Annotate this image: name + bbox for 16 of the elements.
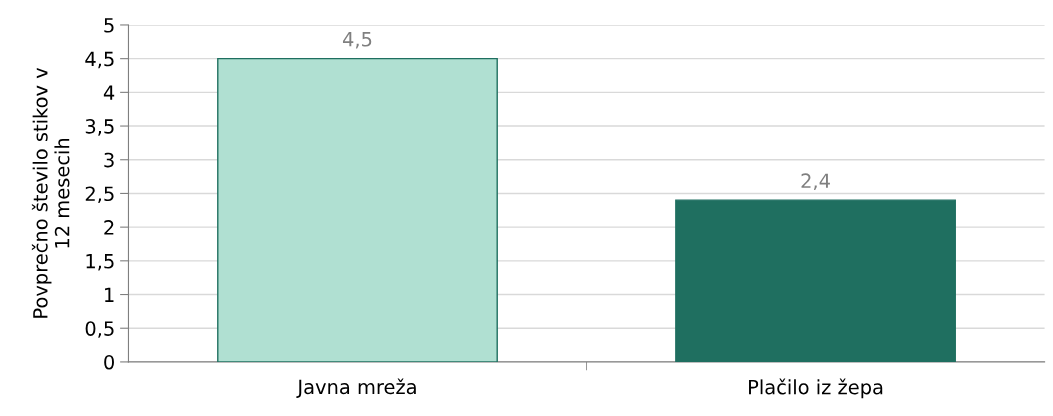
y-axis-title: Povprečno število stikov v 12 mesecih — [31, 67, 70, 318]
y-tick-label: 2,5 — [85, 186, 114, 204]
data-label: 2,4 — [801, 173, 830, 191]
y-tick-label: 2 — [104, 220, 114, 235]
x-tick-label: Plačilo iz žepa — [749, 378, 883, 399]
y-tick-label: 0 — [104, 354, 114, 370]
data-label: 4,5 — [342, 32, 372, 49]
x-tick-label: Javna mreža — [296, 378, 416, 398]
y-tick-label: 5 — [104, 18, 114, 33]
y-tick-label: 4 — [103, 85, 115, 100]
y-tick-label: 4,5 — [85, 51, 114, 69]
y-tick-label: 1 — [105, 287, 114, 302]
y-tick-label: 3 — [104, 152, 114, 168]
y-tick-label: 1,5 — [86, 254, 114, 271]
y-tick-label: 0,5 — [85, 321, 114, 338]
y-tick-label: 3,5 — [85, 119, 114, 136]
